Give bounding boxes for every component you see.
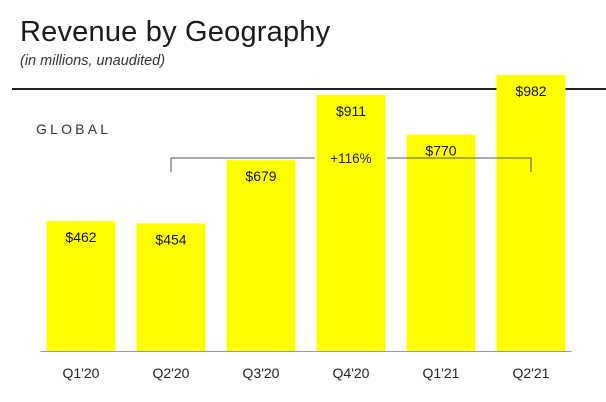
bar-4 — [406, 134, 476, 351]
x-tick-label-2: Q3'20 — [243, 365, 280, 381]
bar-5 — [496, 75, 566, 352]
bar-2 — [226, 160, 296, 351]
chart-subtitle: (in millions, unaudited) — [20, 53, 166, 69]
bar-value-label-5: $982 — [515, 83, 546, 99]
bar-1 — [136, 223, 206, 351]
bar-value-label-3: $911 — [336, 103, 366, 119]
bar-value-label-2: $679 — [245, 168, 276, 184]
bar-value-label-1: $454 — [155, 231, 186, 247]
tick-labels-layer: Q1'20 Q2'20 Q3'20 Q4'20 Q1'21 Q2'21 — [63, 365, 550, 381]
bracket-right — [387, 157, 532, 172]
bar-0 — [46, 221, 116, 351]
bar-value-label-4: $770 — [425, 143, 456, 159]
x-tick-label-0: Q1'20 — [63, 365, 100, 381]
header-divider — [12, 88, 606, 90]
bar-3 — [316, 95, 386, 351]
bracket-left — [170, 157, 315, 172]
growth-percent-label: +116% — [330, 151, 371, 166]
bars-layer: $462 $454 $679 $911 $770 $982 — [46, 75, 566, 352]
x-tick-label-1: Q2'20 — [153, 365, 190, 381]
section-label-global: GLOBAL — [36, 121, 112, 137]
x-tick-label-4: Q1'21 — [423, 365, 460, 381]
chart-title: Revenue by Geography — [20, 16, 331, 48]
x-tick-label-3: Q4'20 — [333, 365, 370, 381]
growth-annotation: +116% — [170, 151, 532, 172]
x-tick-label-5: Q2'21 — [513, 365, 550, 381]
bar-value-label-0: $462 — [65, 229, 96, 245]
